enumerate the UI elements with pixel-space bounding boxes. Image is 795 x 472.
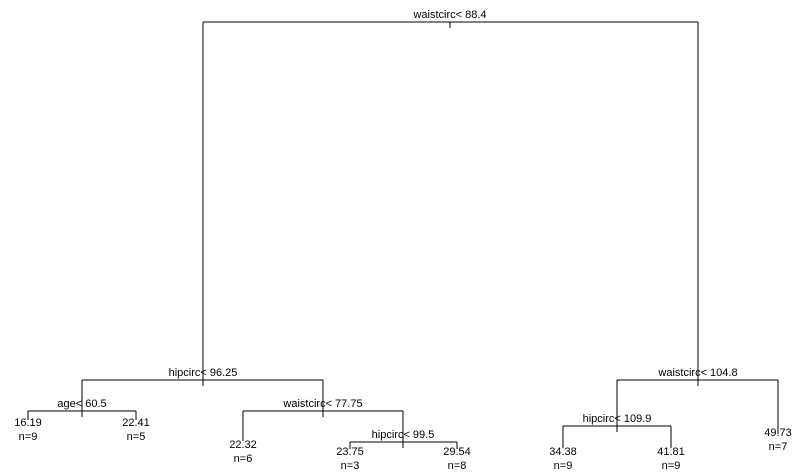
- leaf-count: n=7: [769, 441, 788, 453]
- leaf-7: 41.81 n=9: [657, 446, 685, 472]
- left-right-right-split: hipcirc< 99.5: [349, 429, 458, 449]
- right-left-split-label: hipcirc< 109.9: [583, 413, 652, 425]
- leaf-1: 16.19 n=9: [14, 417, 42, 443]
- leaf-count: n=6: [234, 453, 253, 465]
- leaf-3: 22.32 n=6: [229, 439, 257, 465]
- leaf-value: 22.41: [122, 417, 150, 429]
- left-split-label: hipcirc< 96.25: [169, 367, 238, 379]
- leaf-8: 49.73 n=7: [764, 427, 792, 453]
- leaf-4: 23.75 n=3: [336, 446, 364, 472]
- left-right-right-split-label: hipcirc< 99.5: [372, 429, 435, 441]
- leaf-count: n=3: [341, 460, 360, 472]
- right-left-split: hipcirc< 109.9: [562, 413, 672, 448]
- root-split: waistcirc< 88.4: [202, 9, 699, 380]
- leaf-value: 29.54: [443, 446, 471, 458]
- leaf-count: n=9: [19, 431, 38, 443]
- right-split-label: waistcirc< 104.8: [657, 367, 737, 379]
- leaf-count: n=9: [662, 460, 681, 472]
- right-split: waistcirc< 104.8: [616, 367, 779, 434]
- left-right-split-label: waistcirc< 77.75: [282, 398, 362, 410]
- leaf-value: 22.32: [229, 439, 257, 451]
- left-right-split: waistcirc< 77.75: [242, 398, 404, 442]
- leaf-count: n=9: [554, 460, 573, 472]
- left-left-split-label: age< 60.5: [57, 398, 106, 410]
- leaf-count: n=8: [448, 460, 467, 472]
- left-split: hipcirc< 96.25: [81, 367, 324, 411]
- leaf-6: 34.38 n=9: [549, 446, 577, 472]
- leaf-value: 41.81: [657, 446, 685, 458]
- leaf-value: 49.73: [764, 427, 792, 439]
- leaf-2: 22.41 n=5: [122, 417, 150, 443]
- leaf-5: 29.54 n=8: [443, 446, 471, 472]
- left-left-split: age< 60.5: [27, 398, 137, 420]
- leaf-value: 34.38: [549, 446, 577, 458]
- leaf-value: 16.19: [14, 417, 42, 429]
- root-split-label: waistcirc< 88.4: [412, 9, 486, 21]
- leaf-value: 23.75: [336, 446, 364, 458]
- leaf-count: n=5: [127, 431, 146, 443]
